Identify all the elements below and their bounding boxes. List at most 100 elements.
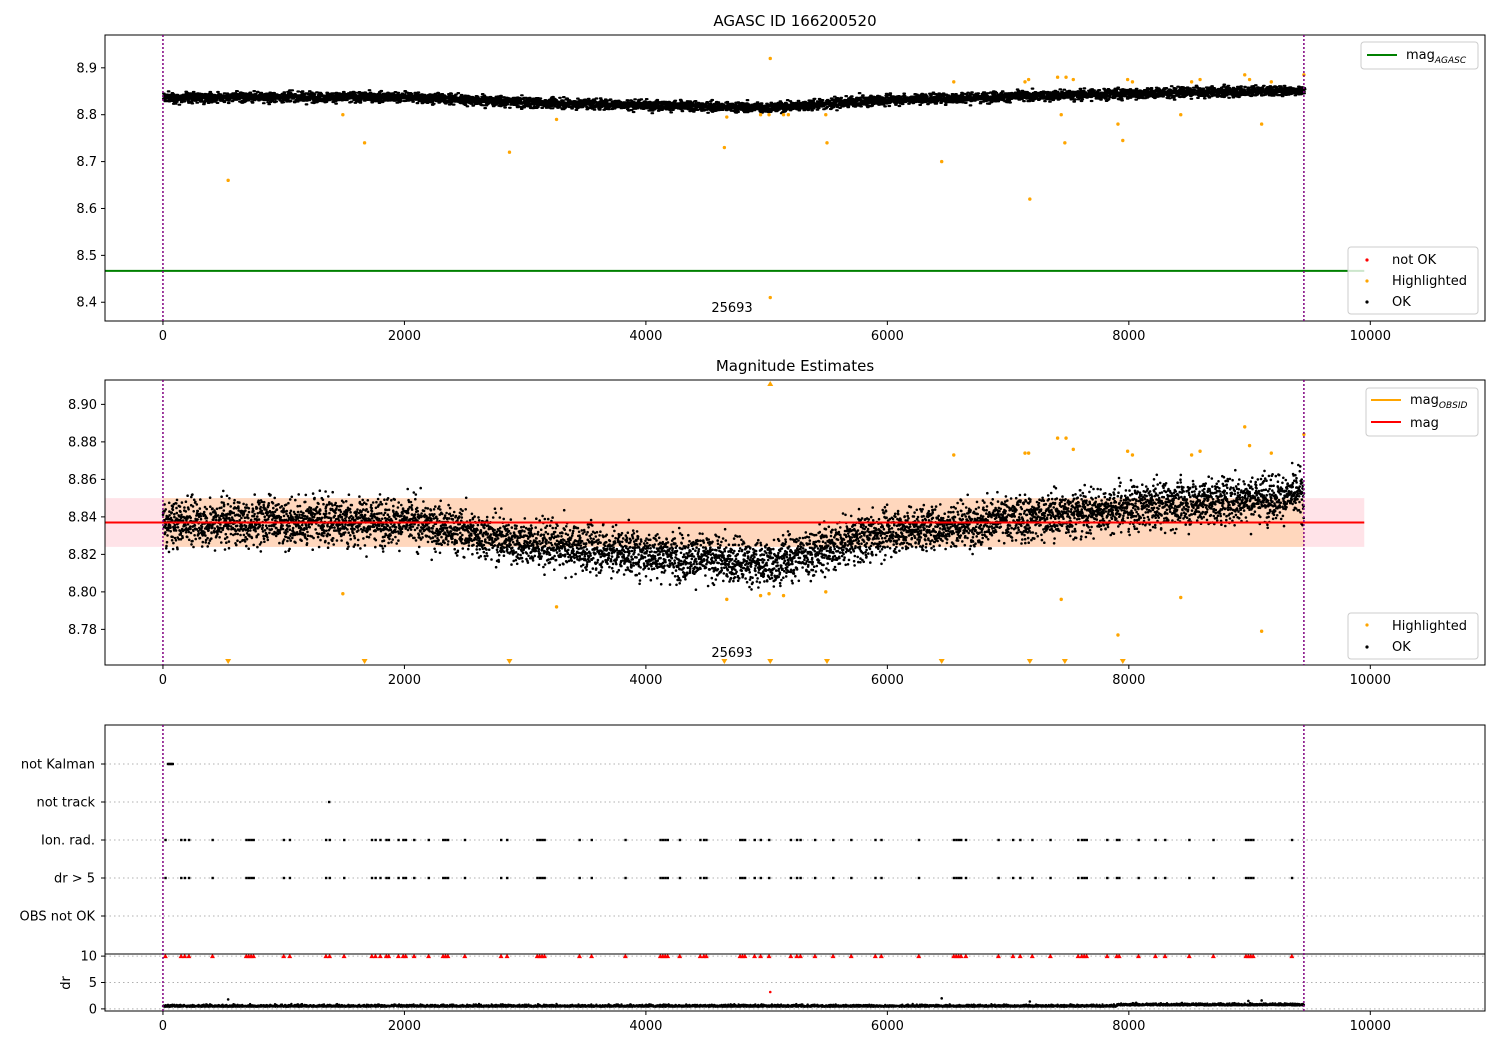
highlighted-point	[1121, 138, 1125, 143]
flag-point	[1049, 838, 1052, 842]
flag-point	[1188, 838, 1191, 842]
flag-point	[1031, 876, 1034, 880]
highlighted-point	[824, 590, 828, 594]
flag-point	[699, 838, 702, 842]
flag-point	[661, 876, 665, 880]
flag-point	[245, 876, 248, 880]
x-tick-label: 0	[159, 329, 167, 344]
dr-clipped-marker	[703, 953, 709, 959]
flag-point	[702, 838, 706, 842]
flag-point	[170, 762, 173, 766]
below-range-marker	[823, 659, 830, 664]
flag-point	[1252, 838, 1255, 842]
highlighted-point	[1116, 633, 1120, 637]
flag-point	[413, 876, 416, 880]
flag-point	[427, 838, 430, 842]
dr-clipped-marker	[1210, 953, 1216, 959]
flag-point	[164, 876, 167, 880]
flag-point	[666, 838, 670, 842]
flag-point	[1249, 838, 1253, 842]
flag-point	[795, 838, 799, 842]
flag-point	[1085, 838, 1088, 842]
flag-point	[404, 876, 408, 880]
flag-point	[442, 876, 445, 880]
flag-point	[952, 838, 956, 842]
highlighted-point	[1071, 447, 1075, 452]
y-tick-label: 8.8	[76, 108, 97, 123]
flag-point	[1154, 876, 1157, 880]
dr-clipped-marker	[1029, 953, 1035, 959]
dr-clipped-marker	[372, 953, 378, 959]
flag-point	[245, 838, 248, 842]
flag-point	[578, 838, 581, 842]
flag-point	[799, 838, 802, 842]
flag-point	[741, 876, 744, 880]
panel4-y-axis: 0 5 10	[80, 950, 105, 1017]
flag-point	[543, 838, 546, 842]
dr-clipped-marker	[963, 953, 969, 959]
flag-point	[250, 876, 253, 880]
dr-clipped-marker	[958, 953, 964, 959]
panel4-x-axis: 0 2000 4000 6000 8000 10000	[159, 1011, 1391, 1034]
flag-point	[678, 838, 682, 842]
flag-point	[171, 762, 175, 766]
panel2-frame	[104, 379, 1486, 666]
flag-point	[874, 876, 877, 880]
flag-point	[446, 838, 450, 842]
flag-point	[1164, 876, 1167, 880]
highlighted-point	[824, 113, 828, 117]
highlighted-point	[1247, 443, 1252, 448]
flag-point	[343, 838, 346, 842]
flag-point	[590, 838, 593, 842]
flag-point	[874, 838, 877, 842]
flag-row-label: OBS not OK	[20, 910, 96, 925]
flag-point	[578, 876, 581, 880]
dr-clipped-marker	[504, 953, 510, 959]
flag-point	[1019, 838, 1022, 842]
dr-clipped-marker	[1162, 953, 1168, 959]
highlighted-point	[725, 597, 729, 602]
flag-point	[955, 838, 958, 842]
y-tick-label: 10	[80, 950, 97, 965]
highlighted-point	[825, 141, 829, 145]
flag-point	[288, 876, 292, 880]
dr-clipped-marker	[995, 953, 1001, 959]
highlighted-point	[1071, 77, 1075, 82]
panel3-y-axis: not Kalman not track Ion. rad. dr > 5 OBS no…	[20, 758, 105, 925]
flag-point	[813, 876, 817, 880]
highlighted-point	[1064, 436, 1068, 440]
dr-clipped-marker	[377, 953, 383, 959]
highlighted-point	[952, 453, 956, 457]
highlighted-point	[786, 113, 791, 117]
flag-point	[370, 838, 374, 842]
panel1-y-axis: 8.4 8.5 8.6 8.7 8.8 8.9	[76, 61, 105, 311]
legend-ok-label: OK	[1392, 295, 1411, 310]
dr-clipped-marker	[251, 953, 257, 959]
flag-point	[1244, 838, 1248, 842]
highlighted-point	[952, 80, 956, 84]
flag-point	[446, 876, 450, 880]
highlighted-point	[1243, 73, 1247, 77]
y-tick-label: 0	[89, 1002, 97, 1017]
flag-point	[397, 876, 400, 880]
flag-point	[661, 838, 665, 842]
below-range-marker	[225, 659, 232, 664]
x-tick-label: 4000	[629, 329, 662, 344]
highlighted-point	[725, 115, 729, 119]
flag-point	[500, 876, 503, 880]
y-tick-label: 8.6	[76, 202, 97, 217]
flag-point	[1011, 838, 1015, 842]
flag-point	[952, 876, 956, 880]
x-tick-label: 6000	[871, 1019, 904, 1034]
highlighted-point	[554, 117, 559, 122]
highlighted-point	[1055, 75, 1060, 79]
legend-marker-highlighted-2	[1365, 623, 1369, 627]
flag-point	[1083, 838, 1086, 842]
flag-point	[324, 838, 328, 842]
flag-point	[427, 876, 430, 880]
panel1-title: AGASC ID 166200520	[713, 12, 876, 30]
flag-point	[1077, 876, 1080, 880]
flag-point	[1115, 838, 1119, 842]
highlighted-point	[1055, 436, 1060, 440]
flag-point	[705, 876, 708, 880]
